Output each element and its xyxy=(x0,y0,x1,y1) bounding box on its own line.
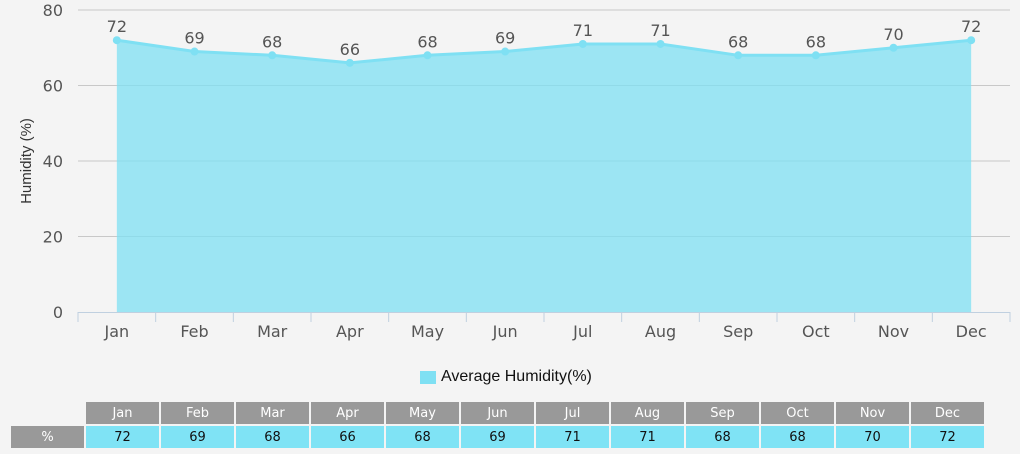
table-corner xyxy=(11,402,84,424)
x-tick-label: Jan xyxy=(103,322,129,341)
table-cell: 70 xyxy=(836,426,909,448)
table-header-row: Jan Feb Mar Apr May Jun Jul Aug Sep Oct Nov Dec xyxy=(11,402,984,424)
table-cell: 72 xyxy=(86,426,159,448)
x-tick-label: Jul xyxy=(572,322,592,341)
x-tick-label: Aug xyxy=(645,322,676,341)
data-point[interactable] xyxy=(889,43,898,52)
x-tick-label: Sep xyxy=(723,322,753,341)
x-tick-label: Jun xyxy=(492,322,518,341)
table-cell: 68 xyxy=(236,426,309,448)
table-cell: 68 xyxy=(386,426,459,448)
table-cell: 69 xyxy=(161,426,234,448)
table-header-cell: Nov xyxy=(836,402,909,424)
table-header-cell: Sep xyxy=(686,402,759,424)
table-header-cell: Mar xyxy=(236,402,309,424)
table-header-cell: Apr xyxy=(311,402,384,424)
table-header-cell: Jul xyxy=(536,402,609,424)
chart-legend[interactable]: Average Humidity(%) xyxy=(420,368,592,386)
x-tick-label: Oct xyxy=(802,322,830,341)
y-tick-label: 40 xyxy=(43,152,63,171)
data-label: 69 xyxy=(184,29,204,48)
data-label: 68 xyxy=(262,32,282,51)
legend-swatch xyxy=(420,370,436,384)
area-fill xyxy=(116,40,972,312)
data-label: 69 xyxy=(495,29,515,48)
data-point[interactable] xyxy=(268,51,277,60)
data-label: 68 xyxy=(806,32,826,51)
y-tick-label: 80 xyxy=(43,1,63,20)
series-line xyxy=(116,38,972,65)
table-header-cell: Jun xyxy=(461,402,534,424)
legend-label: Average Humidity(%) xyxy=(441,368,592,385)
data-point[interactable] xyxy=(578,39,587,48)
data-point[interactable] xyxy=(112,36,121,45)
table-header-cell: May xyxy=(386,402,459,424)
data-point[interactable] xyxy=(734,51,743,60)
x-tick-label: Apr xyxy=(336,322,364,341)
x-tick-label: Nov xyxy=(878,322,909,341)
table-header-cell: Feb xyxy=(161,402,234,424)
table-header-cell: Oct xyxy=(761,402,834,424)
data-point[interactable] xyxy=(501,47,510,56)
data-point[interactable] xyxy=(190,47,199,56)
data-label: 72 xyxy=(107,17,127,36)
data-label: 70 xyxy=(883,25,903,44)
data-label: 71 xyxy=(650,21,670,40)
humidity-area-chart: 0 20 40 60 80 Humidity (%) 72 Jan 69 Feb 68 Mar 66 Ap… xyxy=(18,1,1011,341)
table-cell: 71 xyxy=(536,426,609,448)
data-label: 71 xyxy=(573,21,593,40)
x-tick-label: Mar xyxy=(257,322,288,341)
data-label: 66 xyxy=(340,40,360,59)
x-tick-label: Dec xyxy=(956,322,987,341)
data-label: 68 xyxy=(728,32,748,51)
y-tick-label: 60 xyxy=(43,77,63,96)
data-label: 72 xyxy=(961,17,981,36)
data-point[interactable] xyxy=(345,58,354,67)
table-cell: 66 xyxy=(311,426,384,448)
table-header-cell: Jan xyxy=(86,402,159,424)
table-cell: 71 xyxy=(611,426,684,448)
data-point[interactable] xyxy=(423,51,432,60)
x-tick-label: May xyxy=(411,322,444,341)
table-cell: 68 xyxy=(761,426,834,448)
table-cell: 68 xyxy=(686,426,759,448)
table-row: % 72 69 68 66 68 69 71 71 68 68 70 72 xyxy=(11,426,984,448)
humidity-data-table: Jan Feb Mar Apr May Jun Jul Aug Sep Oct Nov Dec % 7… xyxy=(9,400,986,450)
row-label: % xyxy=(11,426,84,448)
table-header-cell: Dec xyxy=(911,402,984,424)
data-label: 68 xyxy=(417,32,437,51)
data-point[interactable] xyxy=(656,39,665,48)
x-tick-label: Feb xyxy=(180,322,208,341)
y-axis-title: Humidity (%) xyxy=(18,118,35,204)
data-point[interactable] xyxy=(967,36,976,45)
data-point[interactable] xyxy=(811,51,820,60)
table-cell: 72 xyxy=(911,426,984,448)
y-tick-label: 20 xyxy=(43,228,63,247)
y-tick-label: 0 xyxy=(53,303,63,322)
table-header-cell: Aug xyxy=(611,402,684,424)
table-cell: 69 xyxy=(461,426,534,448)
